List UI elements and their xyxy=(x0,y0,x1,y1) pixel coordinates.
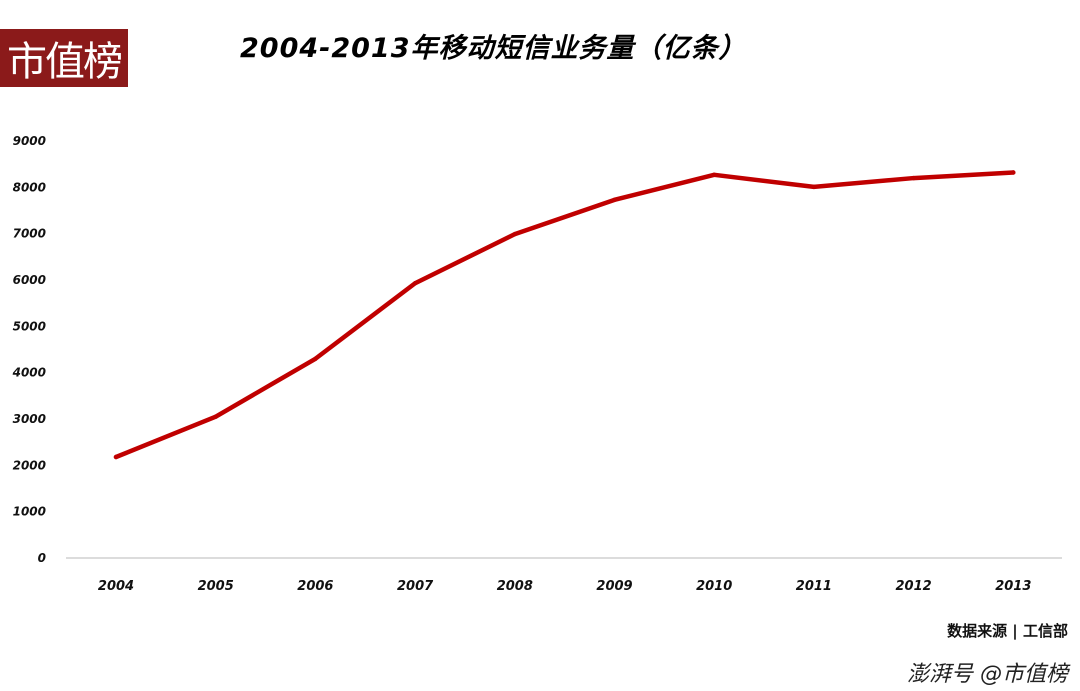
y-tick-label: 0 xyxy=(38,551,46,565)
y-tick-label: 4000 xyxy=(12,366,46,380)
data-point xyxy=(512,231,517,237)
y-tick-label: 1000 xyxy=(13,505,46,519)
source-note: 数据来源 | 工信部 xyxy=(947,622,1068,640)
data-point xyxy=(213,414,218,419)
data-point xyxy=(712,172,717,178)
chart-title: 2004-2013年移动短信业务量（亿条） xyxy=(240,33,747,64)
y-tick-label: 3000 xyxy=(13,412,46,426)
x-tick-label: 2013 xyxy=(995,579,1031,594)
data-point xyxy=(811,184,817,190)
data-point xyxy=(1011,170,1016,175)
watermark: 澎湃号 @市值榜 xyxy=(907,662,1068,687)
x-tick-label: 2010 xyxy=(696,579,732,594)
x-tick-label: 2012 xyxy=(896,579,932,594)
y-tick-label: 2000 xyxy=(13,458,46,472)
y-tick-labels: 0 1000 2000 3000 4000 5000 6000 7000 8000 9000 xyxy=(12,134,46,565)
y-tick-label: 8000 xyxy=(13,180,46,194)
x-tick-label: 2007 xyxy=(397,579,434,594)
series-line xyxy=(113,170,1016,460)
x-tick-label: 2006 xyxy=(297,579,333,594)
data-points xyxy=(113,170,1016,460)
x-tick-label: 2008 xyxy=(497,579,533,594)
x-tick-label: 2009 xyxy=(596,579,632,594)
data-point xyxy=(911,175,916,181)
brand-logo: 市值榜 xyxy=(0,29,128,87)
x-tick-label: 2004 xyxy=(98,579,134,594)
data-point xyxy=(412,281,418,286)
y-tick-label: 9000 xyxy=(13,134,46,148)
y-tick-label: 7000 xyxy=(13,227,46,241)
data-point xyxy=(113,454,119,460)
y-tick-label: 5000 xyxy=(13,319,46,333)
data-point xyxy=(612,197,617,203)
y-tick-label: 6000 xyxy=(13,273,46,287)
logo-text: 市值榜 xyxy=(7,39,123,85)
x-tick-label: 2011 xyxy=(796,579,832,594)
x-tick-labels: 2004 2005 2006 2007 2008 2009 2010 2011 2012 2013 xyxy=(98,579,1031,594)
data-point xyxy=(313,356,318,361)
x-tick-label: 2005 xyxy=(198,579,234,594)
